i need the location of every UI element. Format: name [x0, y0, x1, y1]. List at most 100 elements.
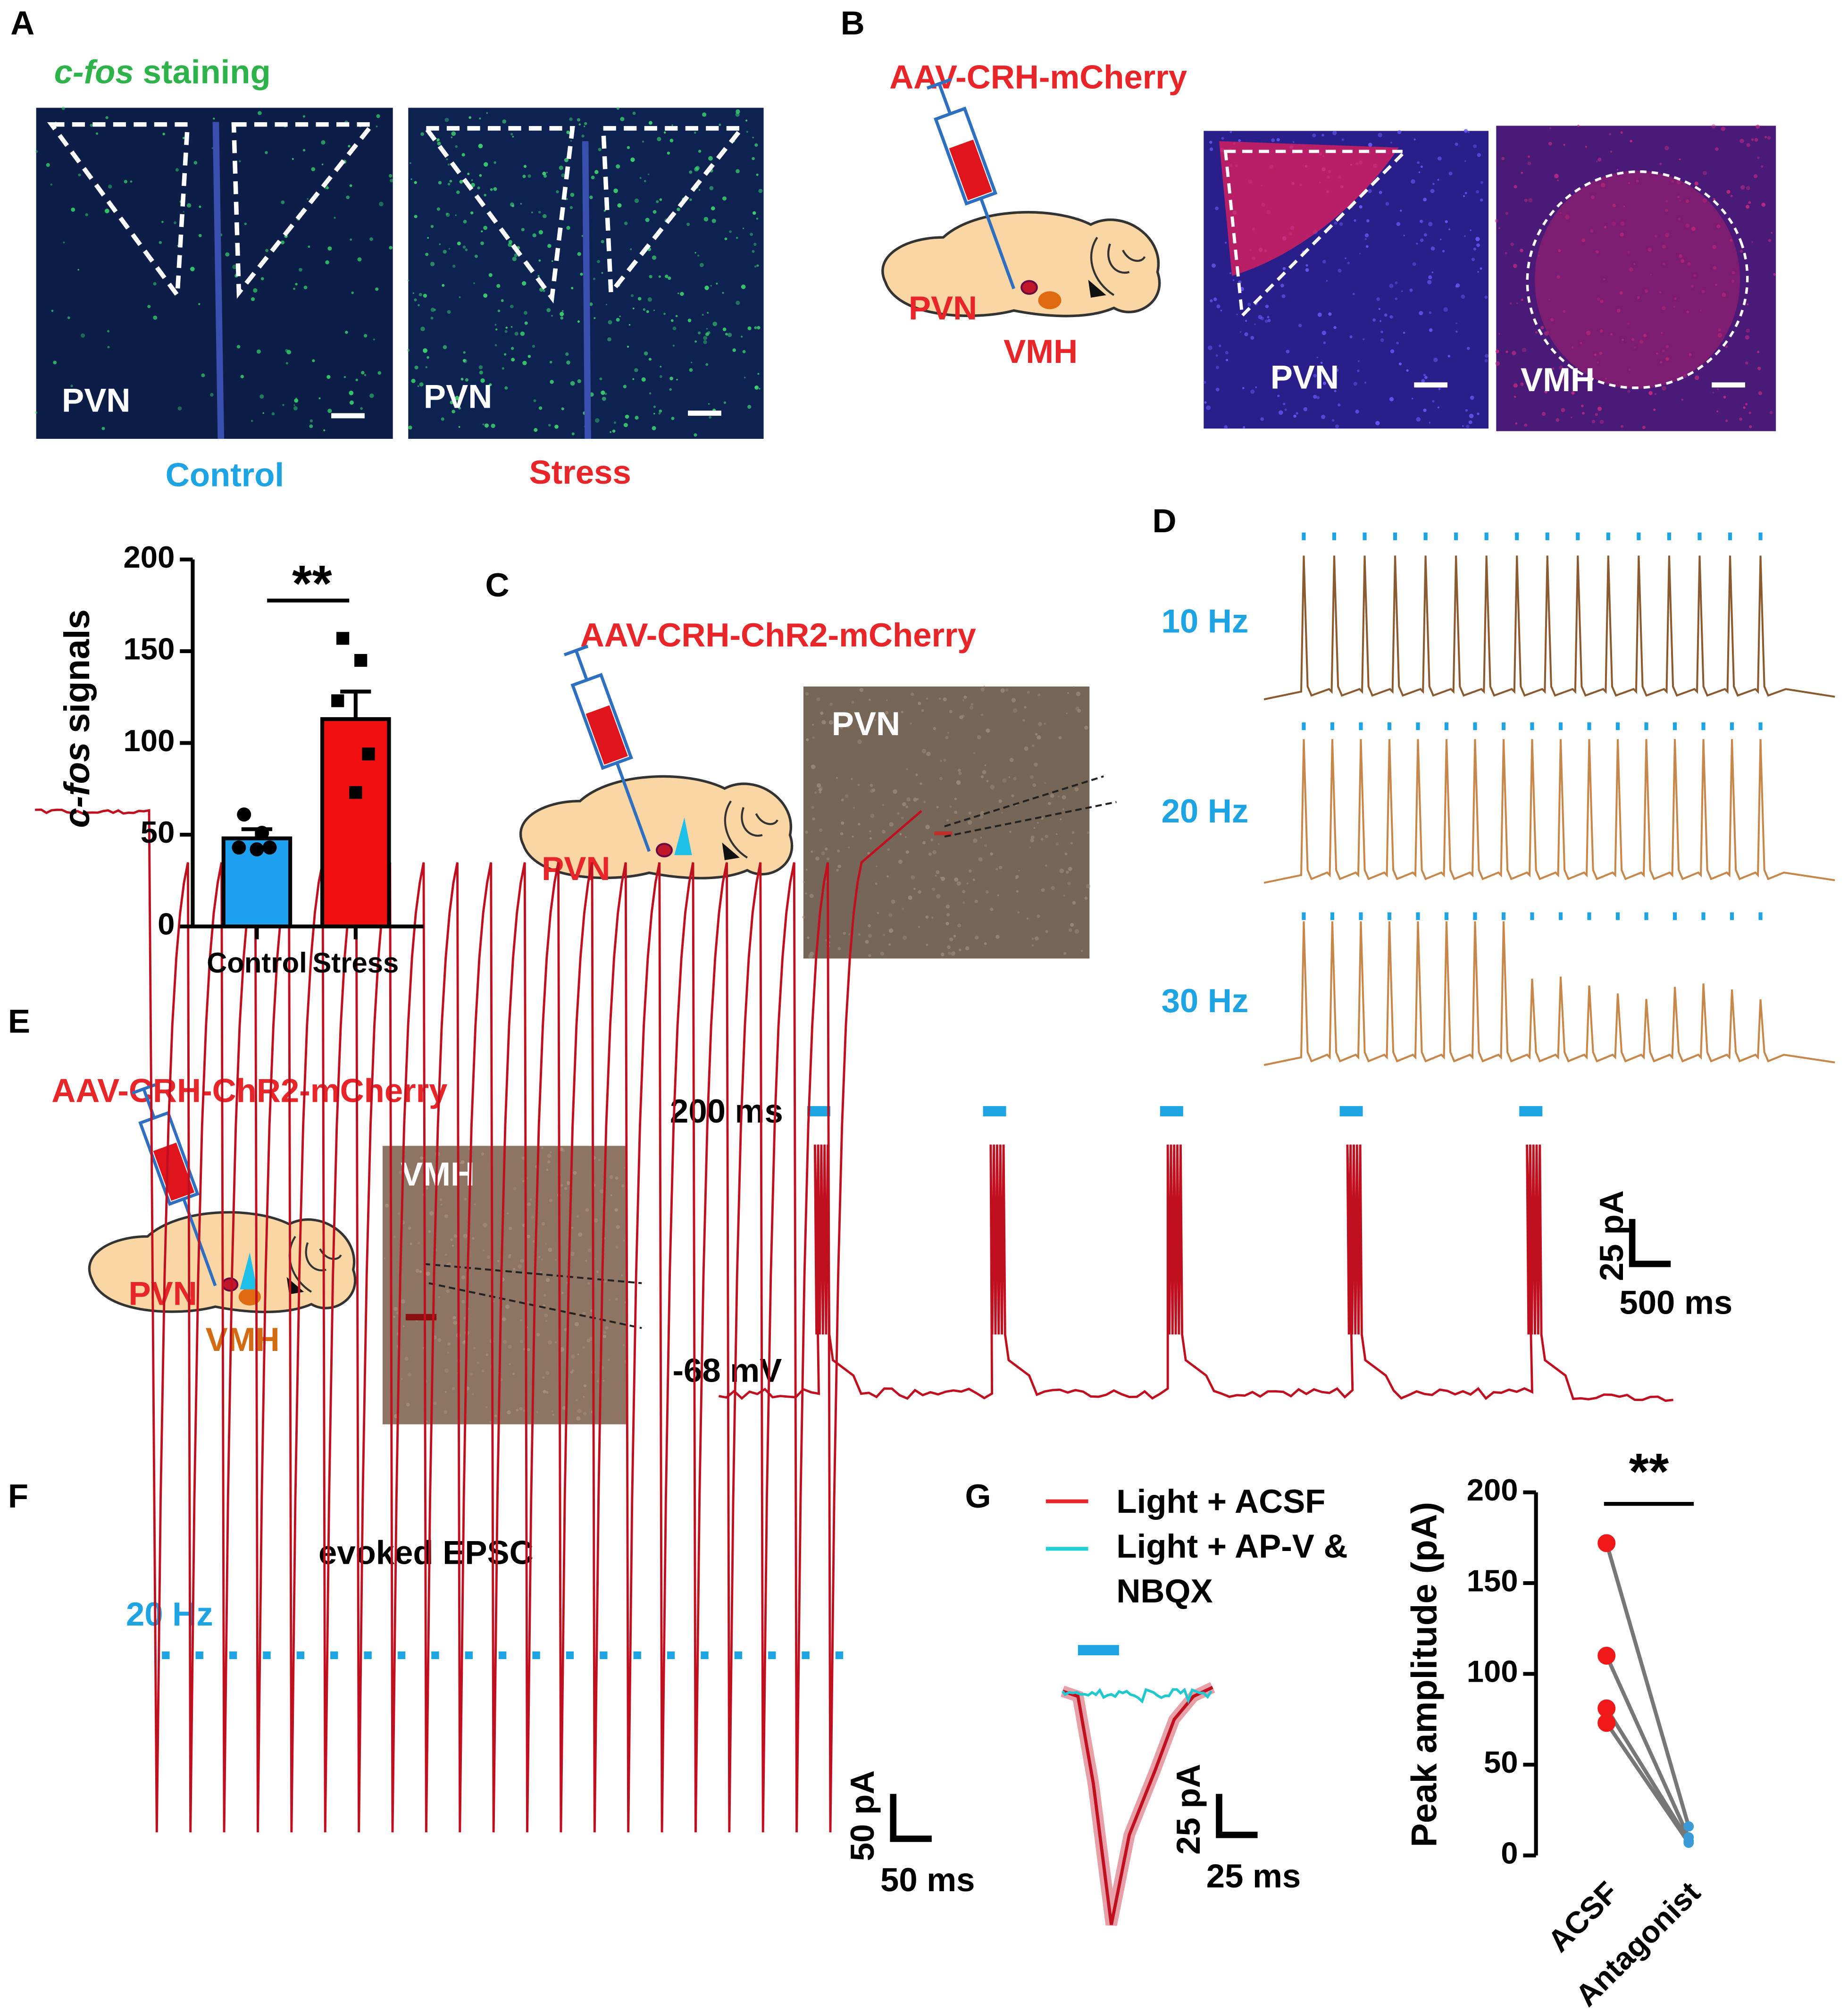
speckle	[455, 214, 457, 216]
speckle	[561, 1291, 564, 1294]
speckle	[1044, 782, 1046, 784]
speckle	[1206, 405, 1211, 411]
speckle	[668, 276, 671, 280]
speckle	[159, 241, 162, 244]
speckle	[524, 321, 528, 325]
speckle	[645, 218, 650, 222]
speckle	[1477, 271, 1479, 273]
speckle	[758, 189, 763, 193]
legend-text: Light + ACSF	[1116, 1483, 1325, 1520]
light-pulse	[1302, 532, 1306, 540]
speckle	[464, 1198, 467, 1201]
speckle	[253, 288, 258, 293]
speckle	[373, 338, 376, 341]
speckle	[1725, 419, 1728, 422]
speckle	[613, 188, 618, 193]
speckle	[462, 245, 466, 249]
scale-y-label: 25 pA	[1593, 1190, 1630, 1282]
speckle	[527, 1202, 531, 1207]
speckle	[175, 168, 179, 172]
speckle	[906, 797, 911, 802]
speckle	[489, 383, 492, 386]
speckle	[880, 951, 884, 956]
speckle	[325, 260, 329, 265]
speckle	[893, 789, 897, 794]
speckle	[1064, 852, 1068, 855]
speckle	[1430, 246, 1435, 251]
speckle	[444, 1214, 449, 1218]
speckle	[742, 350, 746, 353]
speckle	[589, 195, 593, 199]
light-pulse	[1387, 912, 1392, 920]
speckle	[1771, 232, 1773, 234]
speckle	[1470, 229, 1472, 231]
speckle	[847, 725, 850, 729]
speckle	[479, 174, 482, 177]
speckle	[601, 240, 604, 243]
cartoon-label: VMH	[206, 1321, 280, 1358]
speckle	[736, 169, 740, 174]
speckle	[1282, 267, 1286, 270]
speckle	[481, 1152, 485, 1156]
speckle	[438, 181, 442, 184]
y-tick-label: 200	[1467, 1473, 1518, 1507]
speckle	[819, 828, 823, 832]
acsf-trace	[1062, 1685, 1213, 1925]
speckle	[706, 328, 708, 330]
cerebellum-folds	[288, 1236, 342, 1293]
scale-x-label: 500 ms	[1619, 1283, 1732, 1321]
speckle	[697, 254, 700, 257]
speckle	[925, 915, 929, 919]
light-pulse	[1339, 1106, 1363, 1116]
light-pulse	[1515, 532, 1519, 540]
speckle	[236, 345, 241, 349]
speckle	[1520, 382, 1524, 386]
plunger-cap	[927, 77, 952, 90]
speckle	[1423, 374, 1426, 377]
speckle	[1031, 944, 1034, 947]
scale-x-label: 50 ms	[880, 1861, 975, 1898]
speckle	[414, 298, 417, 302]
speckle	[1413, 138, 1416, 141]
scale-bar	[890, 1794, 932, 1842]
speckle	[882, 804, 885, 806]
speckle	[913, 888, 916, 890]
pair-line	[1605, 1543, 1691, 1827]
scale-bar	[1216, 1794, 1258, 1838]
y-tick-label: 200	[124, 540, 175, 574]
speckle	[1461, 294, 1465, 299]
speckle	[610, 1194, 612, 1196]
speckle	[703, 335, 708, 340]
speckle	[527, 1301, 529, 1303]
speckle	[1561, 377, 1564, 381]
speckle	[348, 145, 351, 148]
speckle	[602, 396, 606, 401]
speckle	[702, 314, 704, 316]
speckle	[565, 352, 569, 356]
speckle	[1379, 320, 1382, 322]
speckle	[281, 200, 285, 204]
speckle	[527, 1234, 530, 1239]
speckle	[805, 830, 809, 834]
speckle	[508, 1344, 512, 1349]
speckle	[538, 230, 544, 235]
light-pulse	[263, 1651, 271, 1660]
speckle	[360, 407, 363, 410]
speckle	[837, 947, 841, 950]
rate-label: 10 Hz	[1162, 602, 1249, 639]
speckle	[1210, 299, 1213, 302]
light-pulse	[1416, 912, 1420, 920]
speckle	[1086, 884, 1091, 889]
speckle	[453, 1234, 457, 1238]
speckle	[1465, 409, 1468, 412]
speckle	[551, 1410, 554, 1413]
speckle	[1764, 136, 1767, 139]
speckle	[593, 277, 596, 280]
speckle	[437, 1338, 442, 1342]
speckle	[616, 318, 620, 322]
speckle	[1385, 202, 1389, 206]
speckle	[578, 123, 581, 126]
speckle	[848, 933, 851, 936]
scale-bar	[1414, 382, 1448, 388]
speckle	[616, 164, 620, 169]
